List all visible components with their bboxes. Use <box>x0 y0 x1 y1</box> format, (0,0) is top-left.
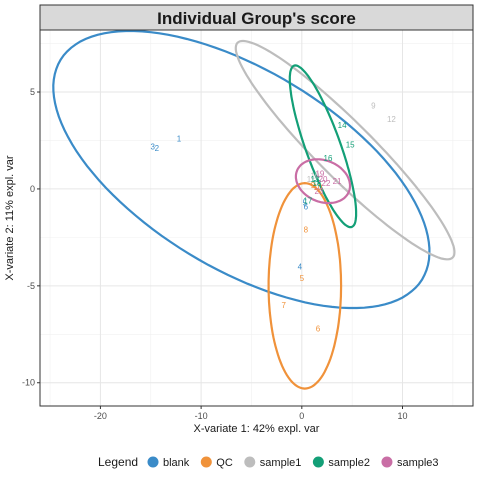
point-QC-10: 10 <box>313 183 322 192</box>
legend-key-sample3 <box>381 456 393 468</box>
y-tick-label: 5 <box>30 87 35 97</box>
point-QC-9: 9 <box>311 181 316 190</box>
point-blank-1: 1 <box>177 135 182 144</box>
plot-border <box>39 29 474 407</box>
ellipse-sample1 <box>234 39 456 261</box>
y-axis-label: X-variate 2: 11% expl. var <box>4 155 16 280</box>
point-QC-7: 7 <box>281 301 286 310</box>
ellipse-blank <box>52 29 431 310</box>
point-blank-2: 2 <box>155 144 160 153</box>
x-axis-label: X-variate 1: 42% expl. var <box>194 423 320 435</box>
y-axis-ticks: -10 -5 0 5 <box>22 87 40 388</box>
legend-key-QC <box>200 456 212 468</box>
confidence-ellipses <box>52 29 456 390</box>
y-tick-label: -5 <box>27 281 35 291</box>
x-tick-label: 0 <box>299 411 304 421</box>
ellipse-sample3 <box>294 158 352 205</box>
point-sample1-10: 10 <box>310 171 319 180</box>
point-QC-5: 5 <box>300 274 305 283</box>
legend-key-sample2 <box>312 456 324 468</box>
legend-label-blank: blank <box>163 457 190 469</box>
chart-title: Individual Group's score <box>157 9 356 28</box>
point-QC-6: 6 <box>316 324 321 333</box>
plot-panel <box>40 30 473 406</box>
point-sample1-11: 11 <box>307 175 316 184</box>
point-sample3-21: 21 <box>333 177 342 186</box>
point-sample1-9: 9 <box>371 102 376 111</box>
point-sample2-15: 15 <box>346 140 355 149</box>
grid-lines <box>40 30 473 406</box>
ellipse-QC <box>267 181 343 390</box>
point-blank-5: 5 <box>303 198 308 207</box>
point-sample2-14: 14 <box>338 121 347 130</box>
point-blank-3: 3 <box>151 142 156 151</box>
x-tick-label: 10 <box>398 411 408 421</box>
point-sample3-19: 19 <box>315 169 324 178</box>
legend-label-sample3: sample3 <box>397 457 439 469</box>
point-blank-6: 6 <box>304 202 309 211</box>
point-sample1-12: 12 <box>387 115 396 124</box>
point-sample2-17: 17 <box>303 197 312 206</box>
y-tick-label: -10 <box>22 378 35 388</box>
point-sample3-20: 20 <box>319 175 328 184</box>
legend-key-sample1 <box>244 456 256 468</box>
title-strip <box>39 4 474 31</box>
legend-label-sample2: sample2 <box>328 457 370 469</box>
point-sample3-23: 23 <box>314 187 323 196</box>
point-sample2-18: 18 <box>312 179 321 188</box>
x-tick-label: -10 <box>195 411 208 421</box>
x-tick-label: -20 <box>94 411 107 421</box>
legend-key-blank <box>147 456 159 468</box>
point-sample2-13: 13 <box>310 175 319 184</box>
ellipse-sample2 <box>288 64 358 229</box>
legend-label-sample1: sample1 <box>260 457 302 469</box>
point-sample3-22: 22 <box>322 179 331 188</box>
point-QC-8: 8 <box>304 226 309 235</box>
legend-label-QC: QC <box>216 457 233 469</box>
point-sample2-16: 16 <box>324 154 333 163</box>
legend: Legend blank QC sample1 sample2 sample3 <box>98 455 439 469</box>
x-axis-ticks: -20 -10 0 10 <box>94 406 408 421</box>
point-blank-4: 4 <box>298 262 303 271</box>
legend-title: Legend <box>98 455 138 469</box>
y-tick-label: 0 <box>30 184 35 194</box>
